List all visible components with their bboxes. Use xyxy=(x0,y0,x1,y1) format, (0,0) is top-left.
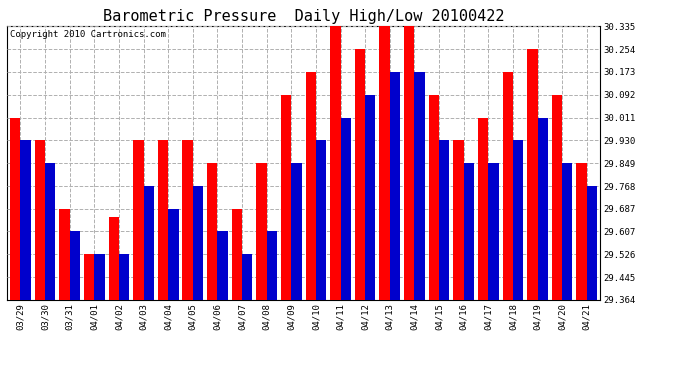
Bar xyxy=(281,95,291,300)
Bar xyxy=(562,163,573,300)
Bar xyxy=(576,163,586,300)
Bar xyxy=(527,49,538,300)
Bar xyxy=(316,140,326,300)
Bar xyxy=(464,163,474,300)
Bar xyxy=(70,231,80,300)
Bar xyxy=(502,72,513,300)
Bar xyxy=(182,140,193,300)
Bar xyxy=(232,209,242,300)
Bar xyxy=(586,186,597,300)
Bar xyxy=(513,140,523,300)
Text: Copyright 2010 Cartronics.com: Copyright 2010 Cartronics.com xyxy=(10,30,166,39)
Bar xyxy=(341,118,351,300)
Bar xyxy=(207,163,217,300)
Bar xyxy=(538,118,548,300)
Title: Barometric Pressure  Daily High/Low 20100422: Barometric Pressure Daily High/Low 20100… xyxy=(103,9,504,24)
Bar xyxy=(133,140,144,300)
Bar xyxy=(84,254,95,300)
Bar xyxy=(108,216,119,300)
Bar xyxy=(217,231,228,300)
Bar xyxy=(168,209,179,300)
Bar xyxy=(415,72,425,300)
Bar xyxy=(10,118,21,300)
Bar xyxy=(306,72,316,300)
Bar xyxy=(158,140,168,300)
Bar xyxy=(291,163,302,300)
Bar xyxy=(404,26,415,300)
Bar xyxy=(453,140,464,300)
Bar xyxy=(380,26,390,300)
Bar xyxy=(21,140,31,300)
Bar xyxy=(95,254,105,300)
Bar xyxy=(331,26,341,300)
Bar xyxy=(266,231,277,300)
Bar xyxy=(489,163,499,300)
Bar xyxy=(45,163,55,300)
Bar xyxy=(428,95,439,300)
Bar xyxy=(119,254,129,300)
Bar xyxy=(365,95,375,300)
Bar xyxy=(144,186,154,300)
Bar xyxy=(355,49,365,300)
Bar xyxy=(478,118,489,300)
Bar xyxy=(193,186,203,300)
Bar xyxy=(439,140,449,300)
Bar xyxy=(256,163,266,300)
Bar xyxy=(242,254,253,300)
Bar xyxy=(59,209,70,300)
Bar xyxy=(552,95,562,300)
Bar xyxy=(390,72,400,300)
Bar xyxy=(34,140,45,300)
